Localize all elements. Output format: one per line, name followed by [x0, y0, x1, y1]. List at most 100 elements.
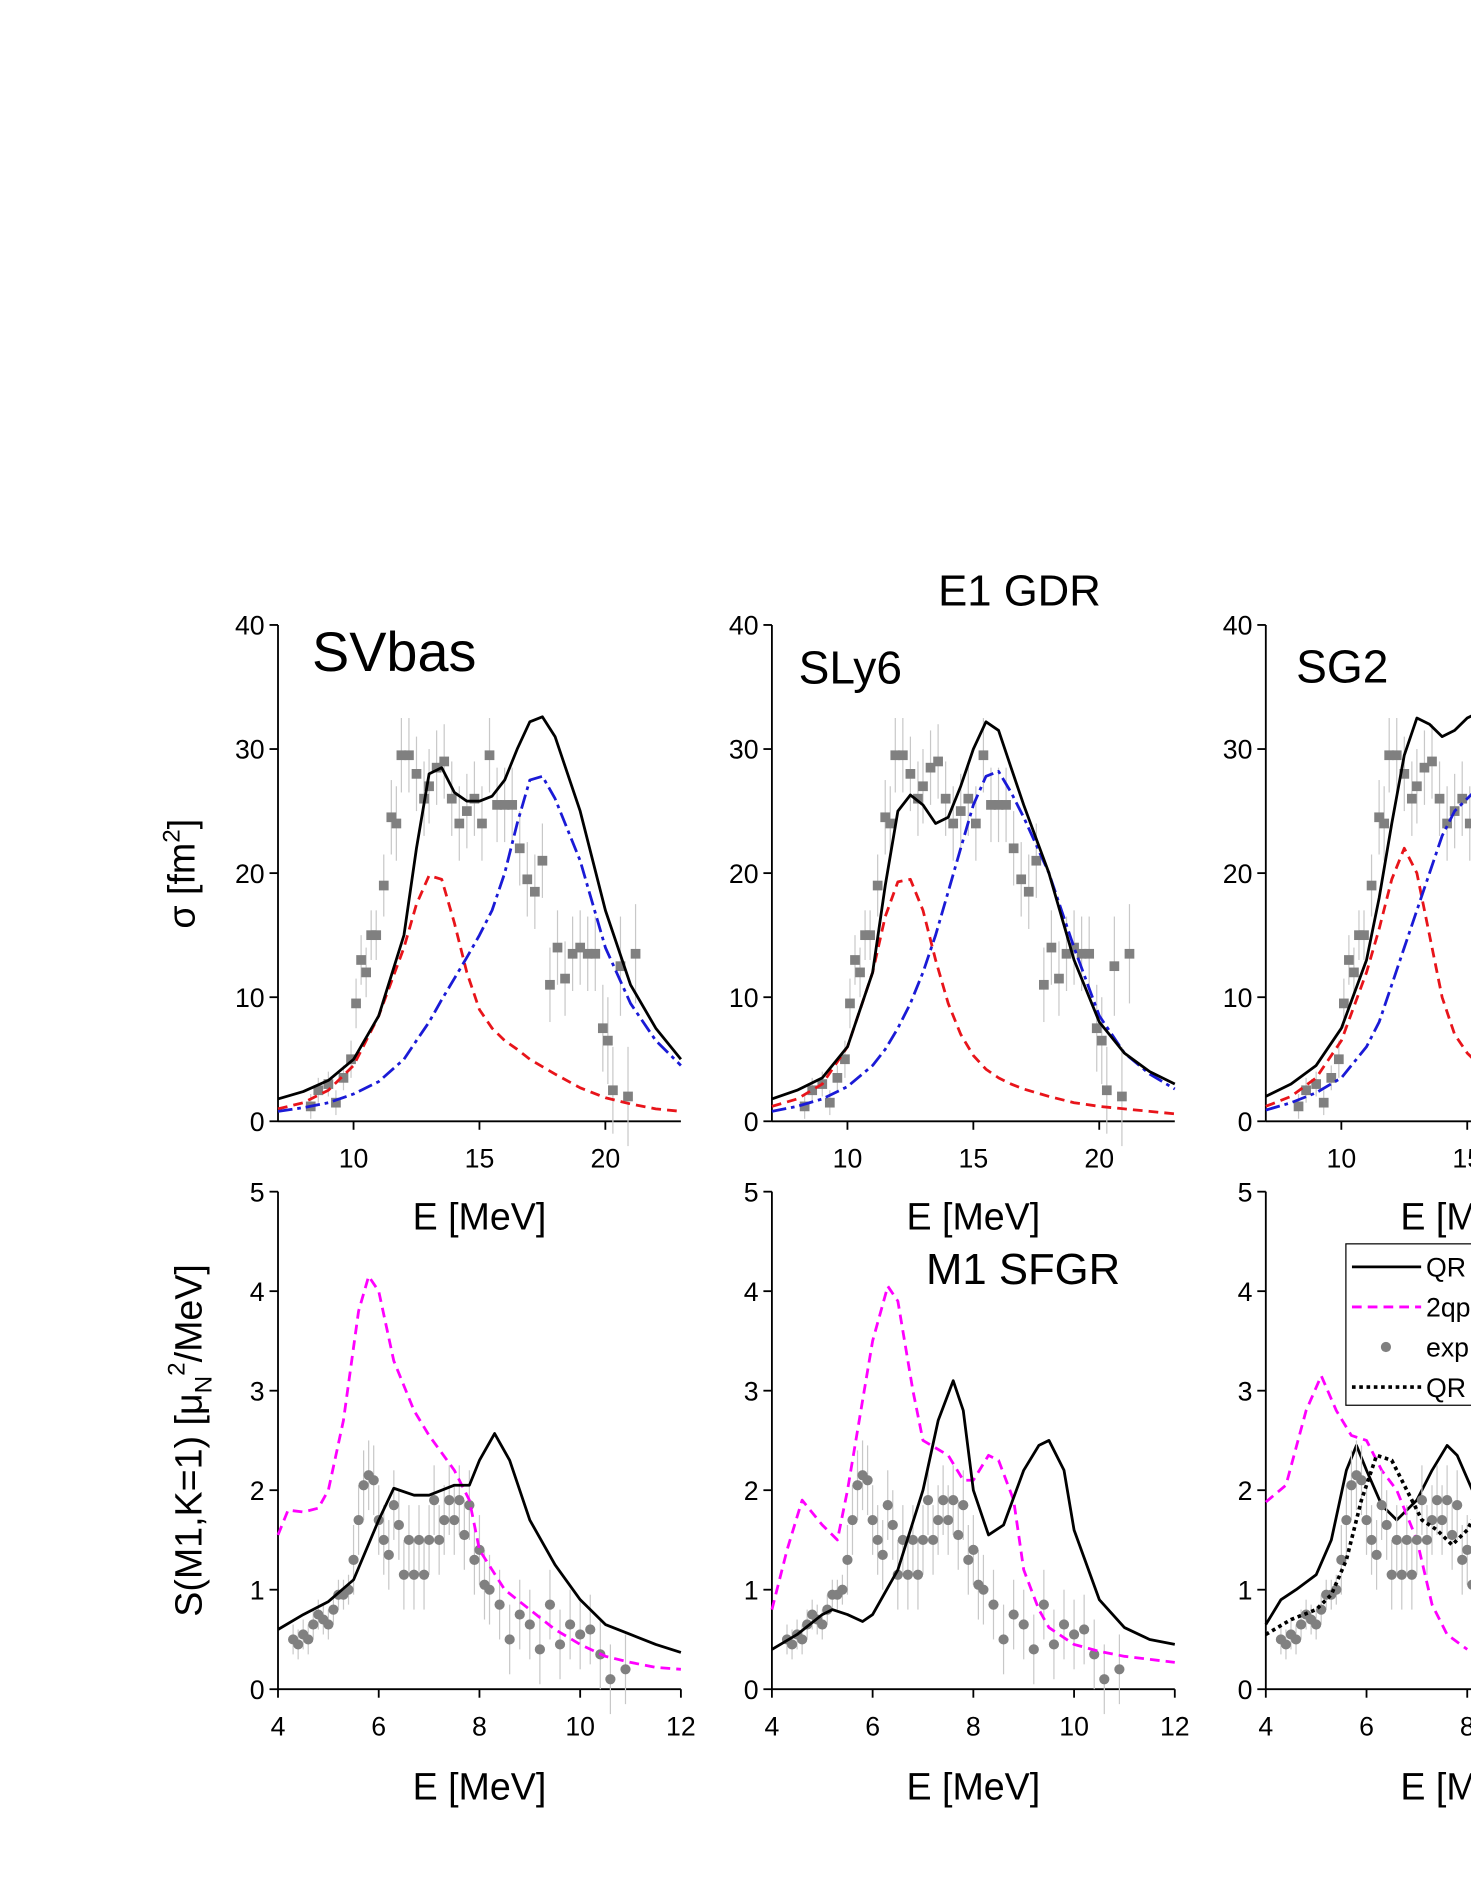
data-point: [885, 818, 896, 829]
data-point: [938, 1495, 949, 1506]
y-axis-label-sub: N: [190, 1376, 217, 1394]
data-point: [971, 818, 981, 829]
y-tick-label: 0: [744, 1675, 759, 1705]
data-point: [462, 806, 472, 816]
data-point: [998, 1634, 1009, 1645]
data-point: [331, 1097, 341, 1108]
data-point: [842, 1554, 853, 1565]
data-point: [338, 1073, 349, 1083]
y-tick-label: 0: [1238, 1107, 1253, 1137]
y-axis-label-sup: 2: [159, 829, 186, 842]
data-point: [356, 955, 366, 965]
data-point: [1416, 1495, 1428, 1506]
data-point: [444, 1495, 455, 1506]
data-point: [1371, 1549, 1382, 1560]
curve: [277, 715, 682, 1101]
data-point: [484, 1584, 495, 1595]
data-point: [585, 1624, 596, 1635]
y-tick-label: 2: [1238, 1476, 1253, 1506]
y-tick-label: 10: [729, 983, 759, 1013]
data-point: [1406, 1569, 1417, 1580]
data-point: [1426, 1514, 1438, 1526]
data-point: [605, 1674, 616, 1685]
data-point: [872, 880, 883, 891]
data-point: [469, 1554, 480, 1565]
data-point: [963, 1554, 974, 1565]
data-point: [484, 750, 495, 761]
data-point: [454, 818, 465, 829]
data-point: [1354, 930, 1364, 941]
data-point: [948, 818, 959, 829]
data-point: [1311, 1079, 1322, 1089]
data-point: [799, 1101, 810, 1112]
data-point: [597, 1023, 608, 1034]
data-point: [378, 880, 389, 891]
data-point: [1016, 874, 1027, 885]
data-point: [1406, 793, 1417, 804]
x-tick-label: 10: [339, 1143, 369, 1173]
data-point: [366, 930, 377, 941]
data-point: [797, 1634, 808, 1645]
data-point: [529, 886, 540, 897]
data-point: [860, 930, 870, 941]
data-point: [840, 1054, 850, 1065]
data-point: [882, 1500, 893, 1511]
data-point: [504, 1634, 515, 1645]
data-point: [807, 1085, 818, 1096]
data-point: [1008, 843, 1019, 854]
data-point: [398, 1569, 410, 1580]
data-point: [404, 750, 414, 761]
data-point: [1341, 1514, 1352, 1526]
data-point: [368, 1475, 379, 1486]
data-point: [1366, 880, 1377, 891]
data-point: [1457, 793, 1468, 804]
data-point: [968, 1544, 979, 1555]
data-point: [474, 1544, 485, 1555]
x-axis-label: E [MeV]: [906, 1766, 1040, 1808]
data-point: [1396, 1569, 1407, 1580]
data-point: [932, 1514, 944, 1526]
y-tick-label: 5: [250, 1177, 265, 1207]
y-tick-label: 5: [744, 1177, 759, 1207]
data-point: [912, 1569, 924, 1580]
y-tick-label: 20: [729, 859, 759, 889]
data-point: [477, 818, 487, 829]
x-tick-label: 4: [271, 1711, 286, 1741]
data-point: [1038, 979, 1049, 990]
data-point: [514, 843, 525, 854]
data-point: [1290, 1634, 1302, 1645]
data-point: [1436, 1514, 1448, 1526]
data-point: [832, 1073, 843, 1083]
data-point: [948, 1495, 959, 1506]
data-point: [905, 769, 916, 779]
data-point: [1379, 818, 1390, 829]
curve: [771, 720, 1176, 1101]
y-tick-label: 1: [744, 1575, 759, 1605]
curve: [277, 1432, 682, 1654]
y-tick-label: 40: [1223, 611, 1253, 641]
data-point: [1462, 1544, 1471, 1555]
data-point: [361, 967, 371, 978]
data-point: [323, 1619, 334, 1630]
data-point: [449, 1514, 460, 1526]
data-point: [1114, 1664, 1125, 1675]
x-tick-label: 10: [1327, 1143, 1357, 1173]
data-point: [1076, 948, 1087, 959]
data-point: [1366, 1534, 1377, 1546]
data-point: [534, 1644, 545, 1655]
y-tick-label: 30: [235, 735, 265, 765]
y-tick-label: 2: [744, 1476, 759, 1506]
data-point: [1038, 1599, 1049, 1610]
data-point: [464, 1500, 475, 1511]
legend-label: 2qp: [1426, 1293, 1471, 1323]
data-point: [845, 998, 855, 1009]
x-tick-label: 15: [959, 1143, 989, 1173]
data-point: [953, 1529, 964, 1541]
y-tick-label: 1: [1238, 1575, 1253, 1605]
curve: [277, 774, 682, 1113]
y-tick-label: 40: [729, 611, 759, 641]
data-point: [1008, 1609, 1019, 1620]
data-point: [1048, 1639, 1060, 1650]
y-axis-label-text: ]: [160, 819, 202, 829]
